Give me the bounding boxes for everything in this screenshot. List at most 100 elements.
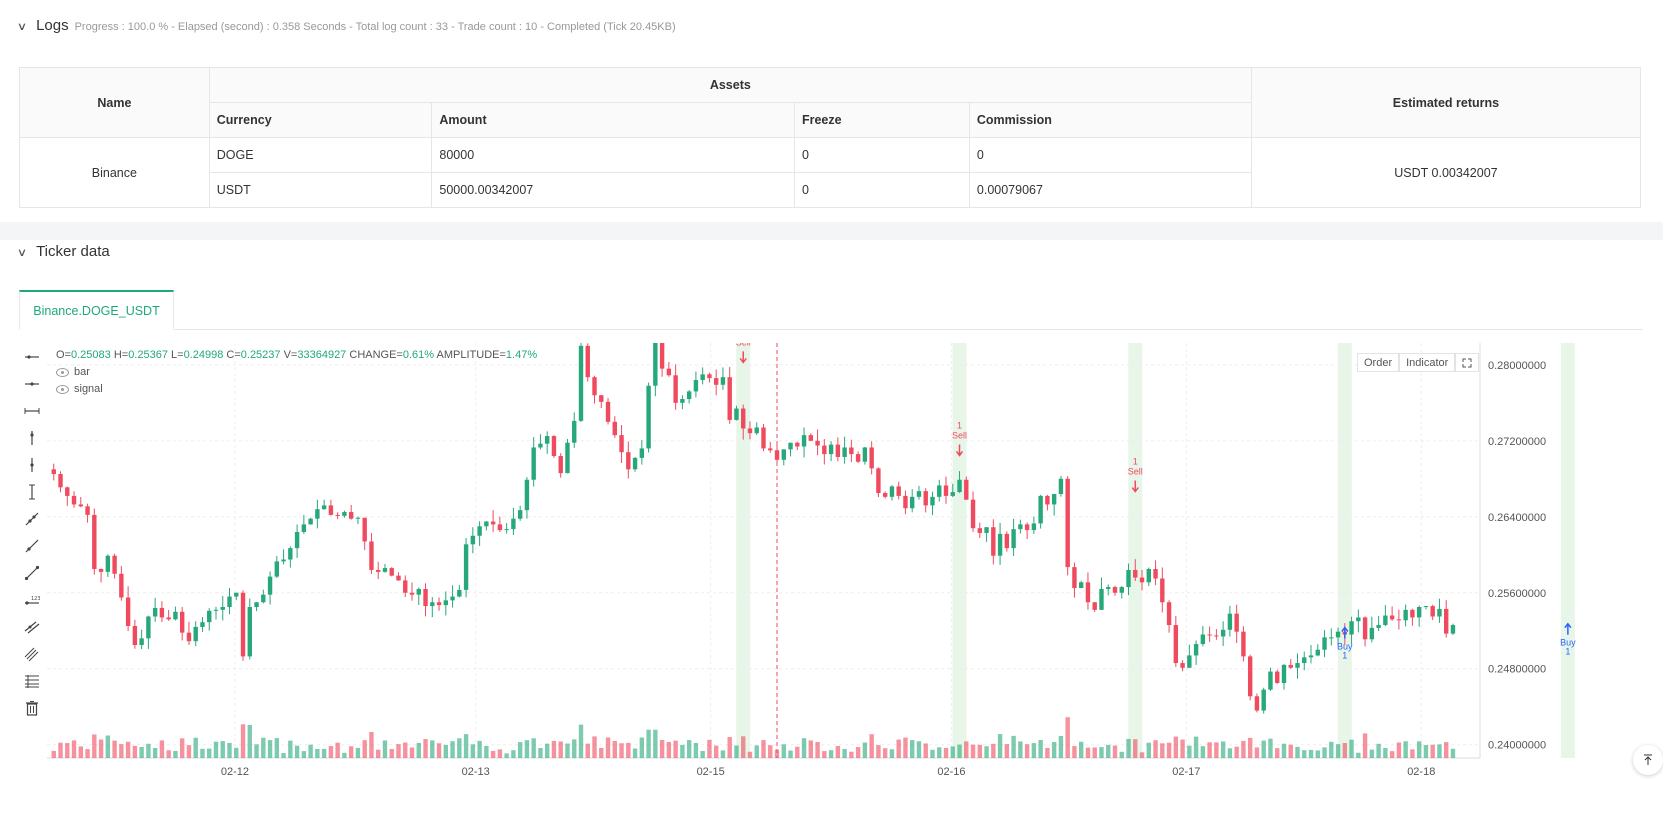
candle bbox=[1430, 606, 1435, 617]
currency-cell: USDT bbox=[208, 172, 433, 208]
volume-bar bbox=[423, 739, 428, 758]
volume-bar bbox=[342, 752, 347, 758]
extended-line-icon[interactable] bbox=[19, 559, 45, 586]
chevron-down-icon[interactable]: ∨ bbox=[16, 247, 28, 259]
volume-bar bbox=[1444, 742, 1449, 758]
candle bbox=[288, 548, 293, 560]
volume-bar bbox=[849, 751, 854, 758]
volume-bar bbox=[842, 748, 847, 758]
candle bbox=[700, 374, 705, 381]
volume-bar bbox=[774, 749, 780, 758]
candle bbox=[308, 518, 313, 525]
indicator-button[interactable]: Indicator bbox=[1399, 353, 1456, 372]
volume-bar bbox=[1315, 750, 1320, 758]
svg-text:123: 123 bbox=[31, 596, 40, 602]
volume-bar bbox=[1369, 749, 1375, 758]
candle bbox=[957, 479, 962, 493]
candle bbox=[1403, 609, 1408, 621]
logs-header[interactable]: ∨ Logs Progress : 100.0 % - Elapsed (sec… bbox=[16, 17, 676, 34]
eye-icon[interactable] bbox=[56, 384, 69, 394]
volume-bar bbox=[801, 738, 807, 758]
chart-buttons: Order Indicator bbox=[1357, 353, 1480, 372]
candle bbox=[734, 408, 739, 420]
fullscreen-icon[interactable] bbox=[1455, 353, 1480, 372]
volume-bar bbox=[152, 747, 158, 758]
commission-header: Commission bbox=[968, 102, 1252, 138]
horizontal-levels-icon[interactable] bbox=[19, 667, 45, 694]
candle bbox=[768, 448, 773, 451]
candle bbox=[585, 345, 590, 378]
eye-icon[interactable] bbox=[56, 367, 69, 377]
volume-bar bbox=[1099, 747, 1104, 758]
volume-bar bbox=[889, 749, 895, 758]
volume-bar bbox=[903, 737, 908, 758]
candle bbox=[274, 561, 280, 577]
horizontal-segment-icon[interactable] bbox=[19, 397, 45, 424]
chart-area[interactable]: 123 0.28000000 0.27200000 0.26400000 0.2560… bbox=[19, 343, 1643, 828]
chevron-down-icon[interactable]: ∨ bbox=[16, 21, 28, 33]
tab-doge-usdt[interactable]: Binance.DOGE_USDT bbox=[19, 290, 174, 330]
parallel-channel-icon[interactable] bbox=[19, 613, 45, 640]
vertical-line-icon[interactable] bbox=[19, 451, 45, 478]
ticker-header[interactable]: ∨ Ticker data bbox=[16, 243, 110, 260]
volume-bar bbox=[1139, 752, 1145, 758]
horizontal-ray-icon[interactable] bbox=[19, 343, 45, 370]
volume-bar bbox=[1058, 735, 1064, 758]
low-value: 0.24998 bbox=[183, 349, 224, 361]
volume-bar bbox=[964, 741, 969, 758]
currency-cell: DOGE bbox=[208, 137, 433, 173]
volume-bar bbox=[1403, 741, 1408, 758]
signal-label: Sell bbox=[736, 343, 751, 347]
volume-bar bbox=[686, 740, 692, 758]
candle bbox=[315, 509, 320, 519]
legend-bar[interactable]: bar bbox=[56, 366, 90, 378]
vertical-ray-icon[interactable] bbox=[19, 424, 45, 451]
candle bbox=[484, 521, 489, 527]
candle bbox=[166, 617, 171, 620]
volume-bar bbox=[274, 738, 280, 758]
signal-highlight bbox=[1337, 343, 1352, 758]
candle bbox=[240, 592, 246, 657]
trash-icon[interactable] bbox=[19, 694, 45, 721]
trend-line-icon[interactable] bbox=[19, 505, 45, 532]
candle bbox=[1220, 629, 1226, 637]
volume-bar bbox=[599, 747, 604, 758]
x-tick-label: 02-18 bbox=[1407, 766, 1435, 778]
volume-bar bbox=[1247, 737, 1253, 758]
volume-bar bbox=[896, 739, 901, 758]
commission-cell: 0.00079067 bbox=[968, 172, 1252, 208]
order-button[interactable]: Order bbox=[1357, 353, 1400, 372]
vertical-segment-icon[interactable] bbox=[19, 478, 45, 505]
candle bbox=[294, 531, 300, 549]
volume-bar bbox=[666, 741, 672, 758]
legend-signal[interactable]: signal bbox=[56, 383, 103, 395]
candle bbox=[463, 544, 469, 590]
ray-line-icon[interactable] bbox=[19, 532, 45, 559]
candlestick-chart[interactable]: 0.28000000 0.27200000 0.26400000 0.25600000… bbox=[19, 343, 1643, 828]
fibonacci-icon[interactable] bbox=[19, 640, 45, 667]
volume-bar bbox=[619, 743, 624, 758]
candle bbox=[409, 592, 415, 595]
candle bbox=[1234, 613, 1239, 632]
price-line-icon[interactable]: 123 bbox=[19, 586, 45, 613]
horizontal-line-icon[interactable] bbox=[19, 370, 45, 397]
candle bbox=[1416, 607, 1422, 618]
logs-panel: ∨ Logs Progress : 100.0 % - Elapsed (sec… bbox=[0, 0, 1663, 222]
candle bbox=[1268, 671, 1273, 690]
volume-bar bbox=[1302, 750, 1307, 758]
candle bbox=[1092, 602, 1097, 610]
candle bbox=[1106, 587, 1111, 589]
commission-cell: 0 bbox=[968, 137, 1252, 173]
candle bbox=[1018, 524, 1023, 530]
volume-bar bbox=[355, 747, 361, 758]
candle bbox=[119, 573, 124, 598]
candle bbox=[923, 491, 928, 506]
volume-bar bbox=[1133, 739, 1138, 758]
sell-arrow bbox=[955, 444, 964, 457]
candle bbox=[227, 596, 232, 608]
candle bbox=[659, 343, 665, 369]
scroll-to-top-button[interactable] bbox=[1633, 745, 1663, 775]
volume-bar bbox=[254, 744, 259, 758]
candle bbox=[261, 594, 266, 603]
volume-bar bbox=[1308, 749, 1314, 758]
